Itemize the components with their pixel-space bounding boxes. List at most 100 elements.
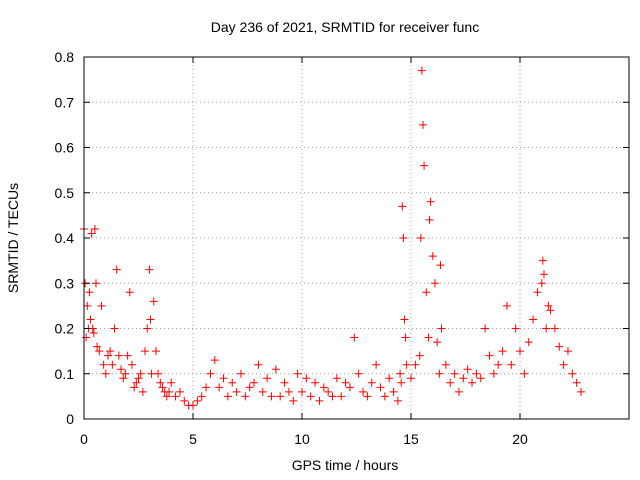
data-point: [132, 378, 141, 387]
data-point: [91, 279, 100, 288]
data-point: [83, 301, 92, 310]
data-point: [529, 315, 538, 324]
data-point: [577, 387, 586, 396]
data-point: [341, 378, 350, 387]
data-point: [167, 378, 176, 387]
data-point: [546, 306, 555, 315]
data-point: [319, 383, 328, 392]
data-point: [258, 387, 267, 396]
data-point: [149, 297, 158, 306]
data-point: [489, 369, 498, 378]
data-point: [367, 378, 376, 387]
data-point: [363, 392, 372, 401]
data-point: [114, 351, 123, 360]
data-point: [542, 324, 551, 333]
data-point: [189, 401, 197, 410]
data-point: [507, 360, 516, 369]
data-point: [97, 301, 106, 310]
y-tick-label: 0.8: [55, 49, 75, 65]
data-point: [193, 396, 202, 405]
data-point: [418, 120, 427, 129]
data-point: [95, 347, 104, 356]
data-point: [481, 324, 490, 333]
data-point: [228, 378, 237, 387]
data-point: [236, 369, 245, 378]
data-point: [141, 347, 150, 356]
data-point: [289, 396, 298, 405]
data-point: [103, 351, 112, 360]
data-point: [539, 270, 548, 279]
data-point: [125, 288, 134, 297]
data-point: [354, 369, 363, 378]
data-point: [537, 279, 546, 288]
x-tick-label: 0: [80, 431, 88, 447]
data-point: [397, 378, 406, 387]
data-point: [425, 215, 434, 224]
data-point: [399, 234, 408, 242]
axis-ticks: 0 0.1 0.2 0.3 0.4 0.5 0.6 0.7 0.8 0 5 10 15 20: [55, 49, 629, 447]
data-point: [435, 369, 444, 378]
data-point: [127, 360, 136, 369]
data-point: [376, 383, 385, 392]
data-point: [332, 374, 341, 383]
data-point: [494, 360, 503, 369]
data-point: [88, 324, 97, 333]
data-point: [389, 387, 398, 396]
data-point: [446, 378, 455, 387]
data-point: [359, 387, 368, 396]
data-point: [400, 315, 409, 324]
data-point: [87, 229, 96, 238]
data-point: [385, 374, 394, 383]
data-point: [472, 369, 481, 378]
data-point: [117, 365, 126, 374]
data-point: [436, 261, 445, 270]
data-point: [463, 365, 472, 374]
data-points: [80, 66, 586, 410]
data-point: [302, 374, 311, 383]
data-point: [241, 392, 250, 401]
data-point: [572, 378, 581, 387]
data-point: [533, 288, 542, 297]
data-point: [337, 392, 346, 401]
data-point: [85, 288, 94, 297]
data-point: [130, 383, 139, 392]
data-point: [267, 392, 276, 401]
chart-title: Day 236 of 2021, SRMTID for receiver fun…: [211, 19, 479, 35]
x-tick-label: 10: [294, 431, 310, 447]
data-point: [165, 387, 174, 396]
y-tick-label: 0.4: [55, 230, 75, 246]
data-point: [123, 351, 132, 360]
data-point: [396, 369, 405, 378]
data-point: [485, 351, 494, 360]
data-point: [202, 383, 211, 392]
data-point: [459, 374, 468, 383]
data-point: [345, 383, 354, 392]
x-tick-label: 20: [512, 431, 528, 447]
data-point: [138, 387, 147, 396]
data-point: [315, 396, 324, 405]
y-tick-label: 0.7: [55, 94, 75, 110]
data-point: [143, 324, 152, 333]
data-point: [151, 347, 160, 356]
data-point: [393, 396, 402, 405]
data-point: [99, 360, 108, 369]
data-point: [171, 392, 180, 401]
data-point: [110, 324, 119, 333]
data-point: [516, 347, 524, 356]
data-point: [398, 202, 407, 211]
data-point: [324, 387, 333, 396]
data-point: [89, 329, 98, 338]
data-point: [158, 383, 167, 392]
x-axis-label: GPS time / hours: [292, 457, 399, 473]
data-point: [197, 392, 206, 401]
y-tick-label: 0.3: [55, 275, 75, 291]
x-tick-label: 15: [403, 431, 419, 447]
data-point: [101, 369, 110, 378]
data-point: [134, 374, 143, 383]
data-point: [250, 378, 259, 387]
data-point: [154, 369, 163, 378]
data-point: [407, 374, 415, 383]
data-point: [223, 392, 232, 401]
y-tick-label: 0: [66, 411, 74, 427]
data-point: [108, 360, 117, 369]
